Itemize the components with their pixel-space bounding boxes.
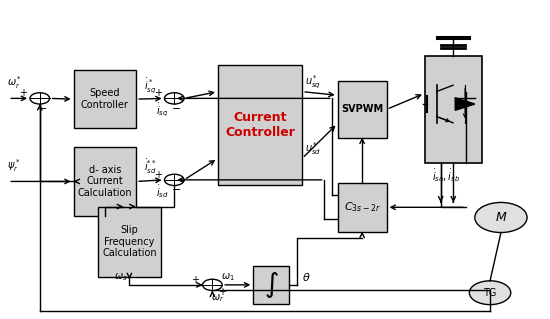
- Text: SVPWM: SVPWM: [341, 104, 383, 114]
- Bar: [98, 206, 161, 277]
- Text: $u_{sq}^*$: $u_{sq}^*$: [305, 74, 321, 91]
- Circle shape: [469, 281, 511, 305]
- Text: $\dot{i}_{sd}$: $\dot{i}_{sd}$: [156, 183, 169, 200]
- Circle shape: [202, 279, 222, 291]
- Text: Current
Controller: Current Controller: [225, 111, 295, 139]
- Text: $\dot{i}_{sq}$: $\dot{i}_{sq}$: [156, 101, 169, 119]
- Text: +: +: [19, 88, 28, 98]
- Text: −: −: [172, 185, 182, 195]
- Text: $u_{sd}^*$: $u_{sd}^*$: [305, 141, 321, 157]
- Text: +: +: [191, 275, 200, 285]
- Bar: [218, 65, 302, 185]
- Circle shape: [164, 93, 184, 104]
- Polygon shape: [455, 98, 475, 110]
- Text: −: −: [172, 104, 182, 114]
- Text: +: +: [154, 88, 162, 98]
- Text: +: +: [154, 170, 162, 180]
- Text: M: M: [496, 211, 507, 224]
- Bar: [338, 81, 387, 137]
- Bar: [253, 266, 289, 304]
- Text: $\theta$: $\theta$: [302, 271, 311, 283]
- Bar: [425, 56, 482, 163]
- Bar: [74, 70, 136, 128]
- Text: $\dot{i}_{sa},\dot{i}_{sb}$: $\dot{i}_{sa},\dot{i}_{sb}$: [432, 167, 460, 184]
- Text: $\dot{i}_{sq}^*$: $\dot{i}_{sq}^*$: [144, 77, 157, 95]
- Text: $\int$: $\int$: [263, 270, 278, 300]
- Text: $\omega_s$: $\omega_s$: [114, 271, 128, 283]
- Text: $\dot{i}_{sd}^{**}$: $\dot{i}_{sd}^{**}$: [144, 158, 157, 176]
- Text: $\omega_r^*$: $\omega_r^*$: [7, 74, 23, 91]
- Text: −: −: [38, 104, 47, 114]
- Circle shape: [164, 174, 184, 186]
- Text: $\psi_r^*$: $\psi_r^*$: [7, 157, 20, 174]
- Text: +: +: [218, 287, 226, 297]
- Circle shape: [30, 93, 50, 104]
- Text: $\omega_1$: $\omega_1$: [221, 271, 234, 283]
- Bar: [338, 183, 387, 232]
- Text: Slip
Frequency
Calculation: Slip Frequency Calculation: [102, 225, 157, 258]
- Text: Speed
Controller: Speed Controller: [81, 88, 129, 110]
- Bar: [74, 147, 136, 216]
- Text: TG: TG: [483, 288, 497, 298]
- Text: $\omega_r$: $\omega_r$: [211, 293, 224, 304]
- Text: d- axis
Current
Calculation: d- axis Current Calculation: [78, 165, 132, 198]
- Text: $C_{3s-2r}$: $C_{3s-2r}$: [344, 200, 381, 214]
- Circle shape: [475, 203, 527, 233]
